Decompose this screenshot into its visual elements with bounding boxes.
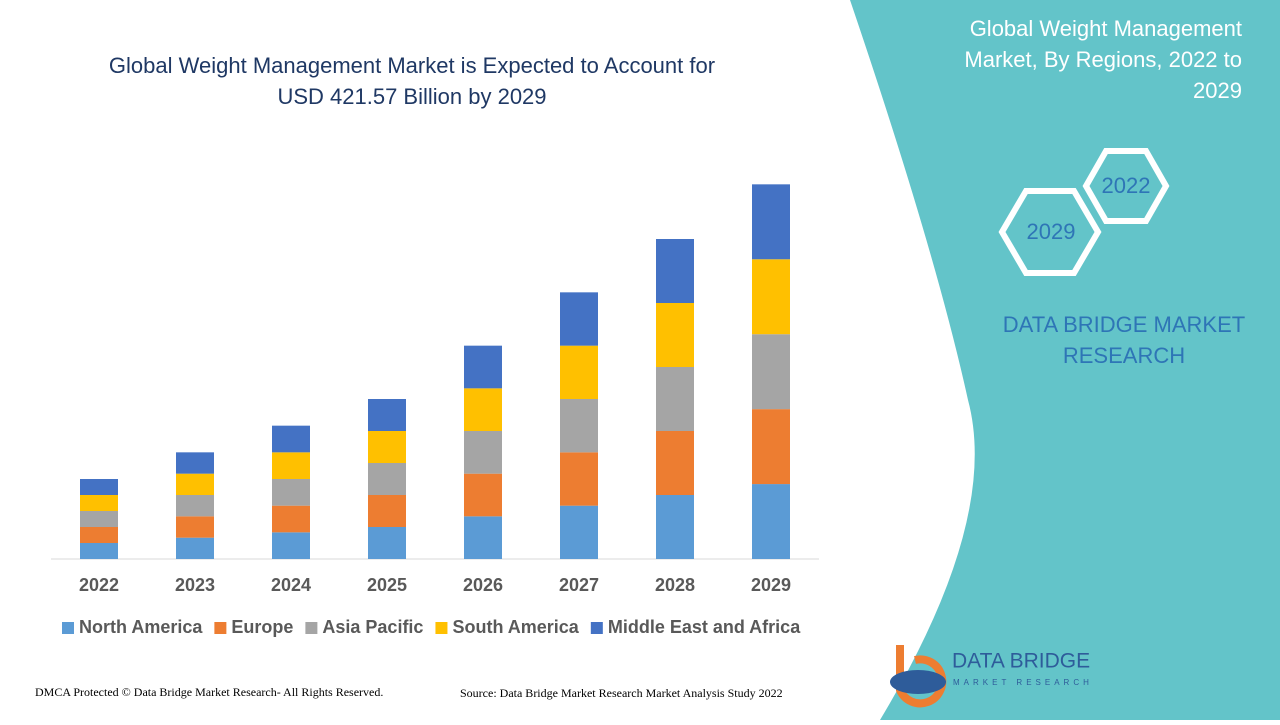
bar-segment [176,452,214,474]
logo-mark [896,645,947,708]
bar-segment [176,537,214,559]
hex-label: 2022 [1102,173,1151,198]
panel-title: Market, By Regions, 2022 to [964,47,1242,72]
bar-segment [272,479,310,506]
x-tick-label: 2023 [175,575,215,595]
bar-segment [272,452,310,479]
legend-swatch [590,622,603,634]
x-tick-label: 2027 [559,575,599,595]
hexagons [998,148,1170,276]
logo-mark [890,670,946,694]
legend-swatch [62,622,74,634]
bar-segment [176,473,214,495]
hexagon [1082,148,1170,224]
bar-segment [368,431,406,463]
bar-segment [464,345,502,389]
bar-segment [464,431,502,474]
bar-segment [80,543,118,559]
bar-segment [272,532,310,559]
bar-segment [560,345,598,399]
bar-segment [752,259,790,335]
x-tick-label: 2026 [463,575,503,595]
legend-swatch [214,622,227,634]
legend-swatch [305,622,318,634]
legend-label: South America [452,617,579,637]
chart-title: Global Weight Management Market is Expec… [109,53,715,78]
plot: 2022 2023 2024 2025 2026 2027 2028 2029 North Am… [62,184,801,637]
legend-label: Europe [231,617,293,637]
bar-segment [368,527,406,559]
x-tick-label: 2024 [271,575,311,595]
bar-segment [272,505,310,533]
side-panel [850,0,1280,720]
bar-segment [80,479,118,495]
legend-swatch [435,622,448,634]
x-tick-label: 2029 [751,575,791,595]
source: Source: Data Bridge Market Research Mark… [460,686,783,700]
bar-segment [656,367,694,431]
x-tick-label: 2028 [655,575,695,595]
legend-label: Middle East and Africa [608,617,801,637]
panel-title: 2029 [1193,78,1242,103]
bar-segment [368,463,406,495]
bar-segment [464,388,502,431]
bar-segment [272,425,310,453]
logo-tagline: MARKET RESEARCH [953,678,1093,687]
bar-segment [80,527,118,543]
bar-segment [656,431,694,495]
bar-segment [560,399,598,453]
bar-segment [656,239,694,303]
hex-label: 2029 [1027,219,1076,244]
hexagon [998,188,1102,276]
brand: RESEARCH [1063,343,1185,368]
bar-segment [368,495,406,527]
bar-segment [368,399,406,431]
bar-segment [656,303,694,367]
bar-segment [560,292,598,346]
bar-segment [176,516,214,538]
logo [890,645,947,708]
x-tick-label: 2022 [79,575,119,595]
bar-segment [464,516,502,559]
bar-segment [464,473,502,517]
bar-segment [80,495,118,511]
bar-segment [752,334,790,410]
chart-title: USD 421.57 Billion by 2029 [277,84,546,109]
bar-segment [752,484,790,559]
bar-segment [752,184,790,260]
logo-name: DATA BRIDGE [952,650,1090,673]
panel-title: Global Weight Management [970,16,1242,41]
bar-segment [560,452,598,506]
bar-segment [80,511,118,527]
bar-segment [752,409,790,485]
bar-segment [176,495,214,517]
legend-label: Asia Pacific [322,617,423,637]
copyright: DMCA Protected © Data Bridge Market Rese… [35,685,383,699]
bar-segment [560,505,598,559]
bar-segment [656,495,694,559]
brand: DATA BRIDGE MARKET [1003,312,1245,337]
legend-label: North America [79,617,203,637]
x-tick-label: 2025 [367,575,407,595]
